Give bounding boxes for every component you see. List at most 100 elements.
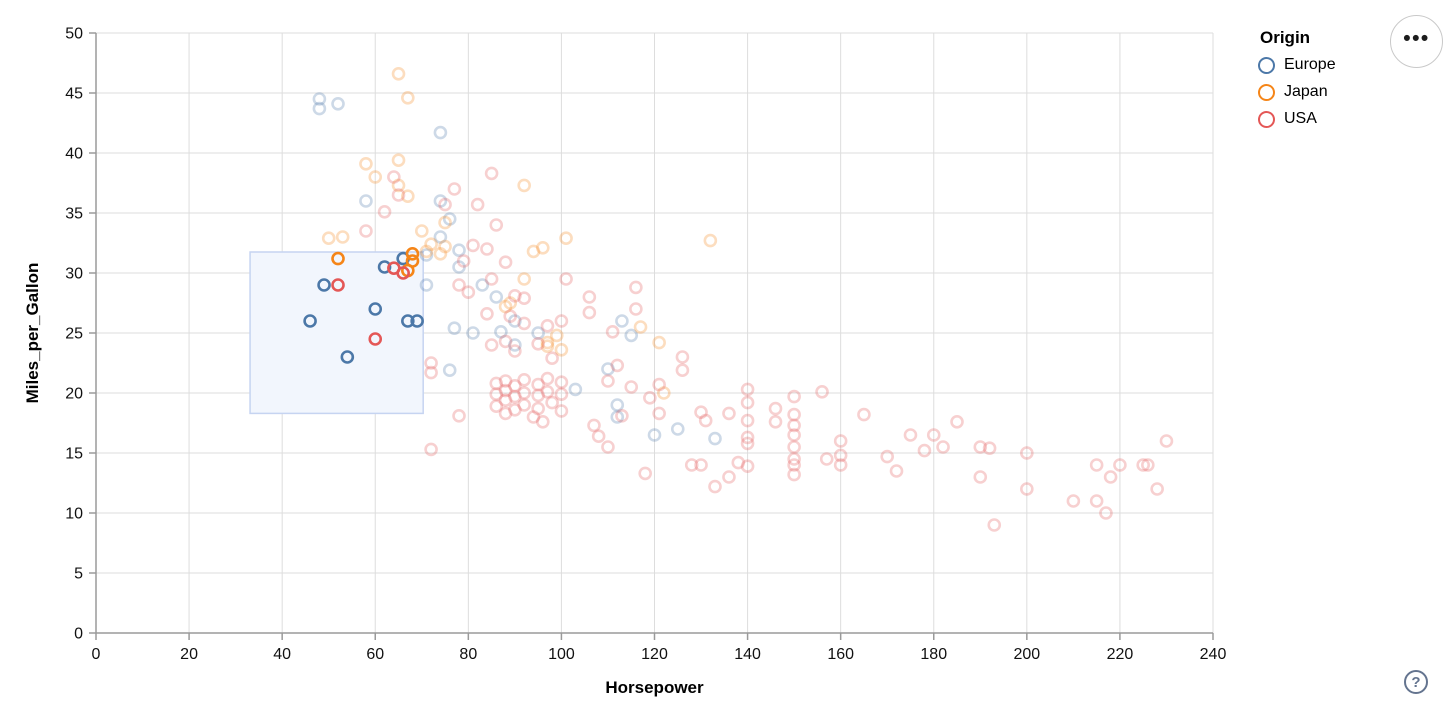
data-point bbox=[1020, 482, 1034, 496]
data-point bbox=[615, 408, 629, 423]
tick-label: 240 bbox=[1200, 646, 1227, 663]
data-point bbox=[815, 384, 829, 399]
data-point bbox=[1159, 434, 1174, 448]
data-point bbox=[405, 254, 420, 268]
legend-title: Origin bbox=[1260, 28, 1311, 47]
data-point bbox=[787, 428, 801, 442]
japan-circle-icon bbox=[1258, 83, 1275, 101]
data-point bbox=[433, 247, 448, 261]
actions-menu-button[interactable]: ••• bbox=[1390, 15, 1443, 68]
data-point bbox=[484, 166, 499, 181]
tick-label: 160 bbox=[827, 646, 854, 663]
data-point bbox=[675, 363, 690, 378]
data-point bbox=[708, 431, 722, 446]
data-point bbox=[768, 401, 783, 416]
data-point bbox=[568, 382, 583, 397]
data-point bbox=[768, 414, 783, 429]
data-point bbox=[461, 285, 476, 300]
tick-label: 60 bbox=[366, 646, 384, 663]
data-point bbox=[424, 237, 438, 251]
data-point bbox=[498, 383, 513, 398]
data-point bbox=[545, 351, 559, 366]
data-point bbox=[503, 296, 518, 310]
data-point bbox=[787, 407, 801, 422]
data-point bbox=[498, 393, 513, 408]
data-point bbox=[405, 247, 420, 261]
data-point bbox=[698, 413, 713, 428]
data-point bbox=[391, 153, 406, 167]
data-point bbox=[601, 440, 615, 454]
data-point bbox=[1089, 494, 1104, 508]
data-point bbox=[401, 91, 415, 105]
data-point bbox=[433, 230, 448, 244]
data-point bbox=[740, 413, 755, 428]
help-icon: ? bbox=[1411, 673, 1421, 691]
data-point bbox=[442, 212, 457, 226]
data-point bbox=[675, 350, 690, 364]
usa-circle-icon bbox=[1258, 110, 1275, 128]
x-axis-title: Horsepower bbox=[605, 678, 704, 697]
data-point bbox=[484, 338, 499, 352]
data-point bbox=[987, 518, 1002, 532]
tick-label: 100 bbox=[548, 646, 575, 663]
data-points-unselected bbox=[312, 67, 1174, 532]
data-point bbox=[540, 384, 555, 399]
data-point bbox=[633, 320, 648, 334]
data-point bbox=[1089, 458, 1104, 472]
data-point bbox=[359, 157, 373, 171]
tick-label: 120 bbox=[641, 646, 668, 663]
data-point bbox=[424, 356, 438, 370]
y-axis-title: Miles_per_Gallon bbox=[23, 263, 42, 404]
europe-circle-icon bbox=[1258, 56, 1275, 74]
data-point bbox=[740, 459, 755, 474]
data-point bbox=[447, 182, 462, 196]
data-point bbox=[489, 290, 504, 304]
data-point bbox=[722, 406, 736, 421]
tick-label: 0 bbox=[74, 626, 83, 643]
tick-label: 50 bbox=[65, 26, 83, 43]
data-point bbox=[950, 414, 964, 429]
legend-item-europe: Europe bbox=[1258, 56, 1388, 74]
data-point bbox=[340, 350, 355, 364]
data-point bbox=[857, 407, 871, 422]
data-point bbox=[438, 215, 452, 230]
data-point bbox=[401, 314, 415, 328]
data-point bbox=[787, 440, 801, 454]
data-point bbox=[1099, 506, 1113, 520]
data-point bbox=[508, 389, 522, 404]
data-point bbox=[787, 389, 801, 404]
data-point bbox=[489, 218, 504, 232]
data-point bbox=[740, 430, 755, 445]
data-point bbox=[559, 231, 573, 245]
data-point bbox=[531, 388, 545, 403]
help-button[interactable]: ? bbox=[1404, 670, 1428, 694]
data-point bbox=[708, 479, 722, 494]
data-point bbox=[359, 224, 373, 238]
data-point bbox=[694, 405, 708, 420]
data-point bbox=[517, 178, 531, 193]
tick-label: 15 bbox=[65, 446, 83, 463]
tick-label: 200 bbox=[1013, 646, 1040, 663]
data-point bbox=[657, 386, 671, 400]
data-point bbox=[540, 339, 555, 354]
data-point bbox=[484, 272, 499, 286]
data-point bbox=[554, 387, 569, 402]
data-point bbox=[610, 358, 625, 373]
data-point bbox=[610, 398, 625, 412]
data-point bbox=[1113, 458, 1127, 472]
data-point bbox=[819, 452, 834, 466]
data-point bbox=[475, 278, 490, 292]
data-point bbox=[549, 328, 564, 343]
data-point bbox=[391, 178, 406, 193]
data-point bbox=[498, 406, 513, 421]
data-point bbox=[452, 278, 466, 292]
tick-label: 35 bbox=[65, 206, 83, 223]
data-point bbox=[466, 326, 480, 340]
data-point bbox=[652, 335, 666, 350]
data-point bbox=[624, 380, 639, 394]
data-point bbox=[638, 466, 652, 481]
data-point bbox=[582, 305, 597, 320]
data-point bbox=[466, 238, 480, 253]
data-point bbox=[498, 299, 513, 314]
